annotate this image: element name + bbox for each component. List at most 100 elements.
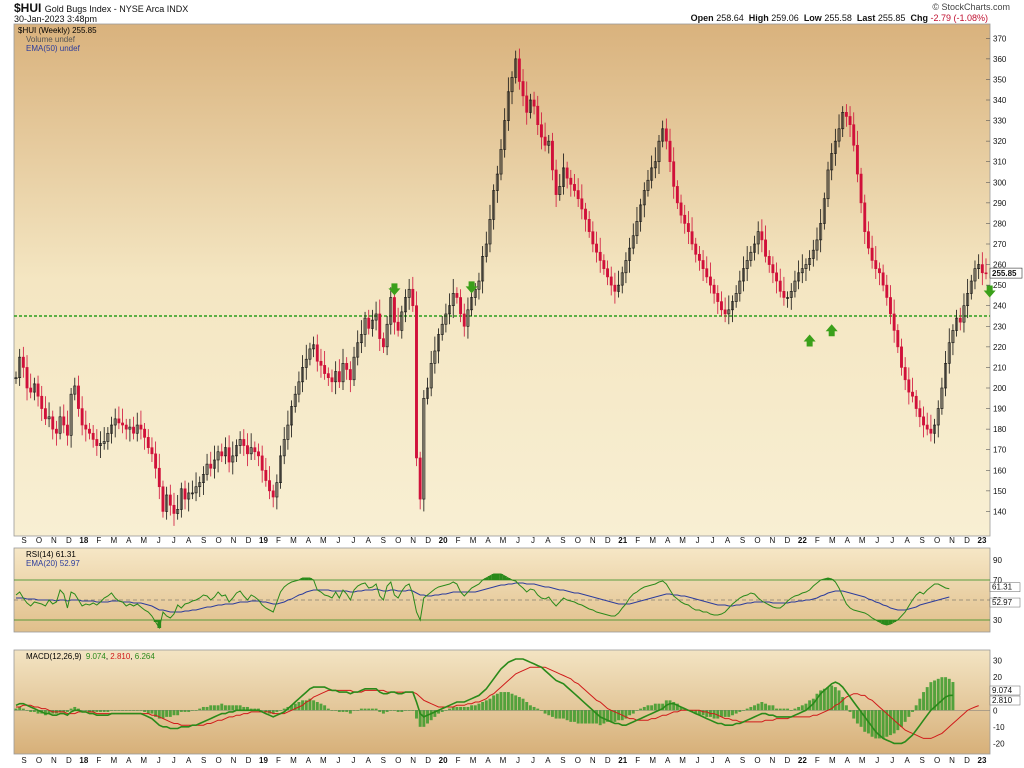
- x-tick-label: F: [456, 536, 461, 545]
- x-tick-label: N: [770, 536, 776, 545]
- candle-body: [290, 406, 294, 426]
- macd-histogram-bar: [209, 705, 213, 711]
- macd-histogram-bar: [922, 692, 926, 711]
- candle-body: [227, 447, 231, 463]
- candle-body: [903, 367, 907, 381]
- candle-body: [793, 280, 797, 292]
- candle-body: [212, 459, 216, 469]
- candle-body: [231, 455, 235, 463]
- candle-body: [135, 424, 139, 434]
- candle-body: [958, 317, 962, 323]
- macd-histogram-bar: [58, 710, 62, 712]
- macd-histogram-bar: [161, 710, 165, 719]
- macd-histogram-bar: [308, 698, 312, 711]
- macd-histogram-bar: [223, 705, 227, 711]
- x-tick-label: M: [679, 536, 686, 545]
- macd-histogram-bar: [216, 705, 220, 711]
- candle-body: [705, 268, 709, 278]
- candle-body: [88, 428, 91, 434]
- x-tick-label: N: [949, 536, 955, 545]
- candle-body: [731, 301, 734, 311]
- price-tick-label: 270: [993, 240, 1007, 249]
- macd-histogram-bar: [539, 710, 543, 711]
- candle-body: [543, 136, 547, 146]
- candle-body: [113, 418, 117, 426]
- candle-body: [896, 330, 900, 348]
- candle-body: [885, 284, 889, 298]
- macd-histogram-bar: [940, 677, 944, 711]
- macd-histogram-bar: [121, 710, 125, 711]
- candle-body: [734, 293, 738, 302]
- x-tick-label: J: [336, 756, 340, 765]
- candle-body: [198, 482, 202, 488]
- candle-body: [205, 463, 209, 475]
- macd-histogram-bar: [146, 710, 150, 714]
- price-tick-label: 250: [993, 281, 1007, 290]
- candle-body: [749, 251, 753, 261]
- macd-histogram-bar: [315, 702, 319, 711]
- candle-body: [672, 161, 676, 187]
- timestamp: 30-Jan-2023 3:48pm: [14, 14, 98, 24]
- macd-histogram-bar: [359, 708, 363, 711]
- rsi-value-tag: [989, 582, 1021, 592]
- candle-body: [602, 260, 606, 269]
- x-tick-label: J: [890, 756, 894, 765]
- macd-histogram-bar: [672, 702, 676, 711]
- candle-body: [712, 284, 716, 294]
- candle-body: [907, 379, 911, 393]
- macd-histogram-bar: [826, 687, 830, 711]
- candle-body: [815, 239, 819, 251]
- x-tick-label: D: [785, 756, 791, 765]
- x-tick-label: J: [531, 756, 535, 765]
- x-tick-label: S: [740, 536, 745, 545]
- candle-body: [43, 408, 47, 420]
- x-tick-label: S: [381, 536, 386, 545]
- macd-histogram-bar: [334, 710, 338, 711]
- macd-histogram-bar: [32, 710, 36, 712]
- macd-histogram-bar: [734, 710, 738, 714]
- macd-histogram-bar: [775, 708, 779, 711]
- macd-histogram-bar: [396, 710, 400, 712]
- candle-body: [532, 99, 536, 107]
- macd-histogram-bar: [220, 703, 224, 711]
- candle-body: [547, 140, 551, 146]
- candle-body: [683, 214, 687, 224]
- candle-body: [495, 173, 499, 191]
- arrow-down-icon: [465, 281, 478, 294]
- last-price-label: 255.85: [992, 269, 1017, 278]
- macd-histogram-bar: [62, 710, 66, 712]
- rsi-tick-label: 90: [993, 556, 1002, 565]
- macd-histogram-bar: [653, 703, 657, 711]
- x-tick-label: M: [649, 756, 656, 765]
- macd-histogram-bar: [767, 705, 771, 711]
- macd-histogram-bar: [466, 706, 470, 711]
- candle-body: [900, 346, 903, 368]
- x-tick-label: N: [231, 536, 237, 545]
- candle-body: [617, 284, 621, 292]
- candle-body: [187, 492, 191, 500]
- macd-histogram-bar: [727, 710, 731, 717]
- candle-body: [124, 424, 128, 430]
- candle-body: [631, 235, 635, 249]
- candle-body: [565, 167, 569, 179]
- candle-body: [551, 140, 554, 171]
- candle-body: [727, 309, 731, 315]
- macd-histogram-bar: [80, 710, 84, 711]
- x-tick-label: J: [711, 756, 715, 765]
- candle-body: [521, 81, 525, 97]
- macd-histogram-bar: [73, 706, 77, 711]
- candle-body: [646, 179, 650, 191]
- candle-body: [892, 313, 896, 331]
- candle-body: [246, 445, 249, 455]
- x-tick-label: J: [351, 536, 355, 545]
- macd-histogram-bar: [903, 710, 907, 722]
- price-tick-label: 150: [993, 487, 1007, 496]
- x-tick-label: D: [785, 536, 791, 545]
- x-tick-label: J: [516, 756, 520, 765]
- candle-body: [668, 140, 672, 163]
- macd-histogram-bar: [771, 705, 775, 711]
- candle-body: [822, 198, 826, 224]
- macd-histogram-bar: [808, 700, 812, 711]
- macd-histogram-bar: [323, 705, 327, 711]
- macd-histogram-bar: [389, 710, 393, 711]
